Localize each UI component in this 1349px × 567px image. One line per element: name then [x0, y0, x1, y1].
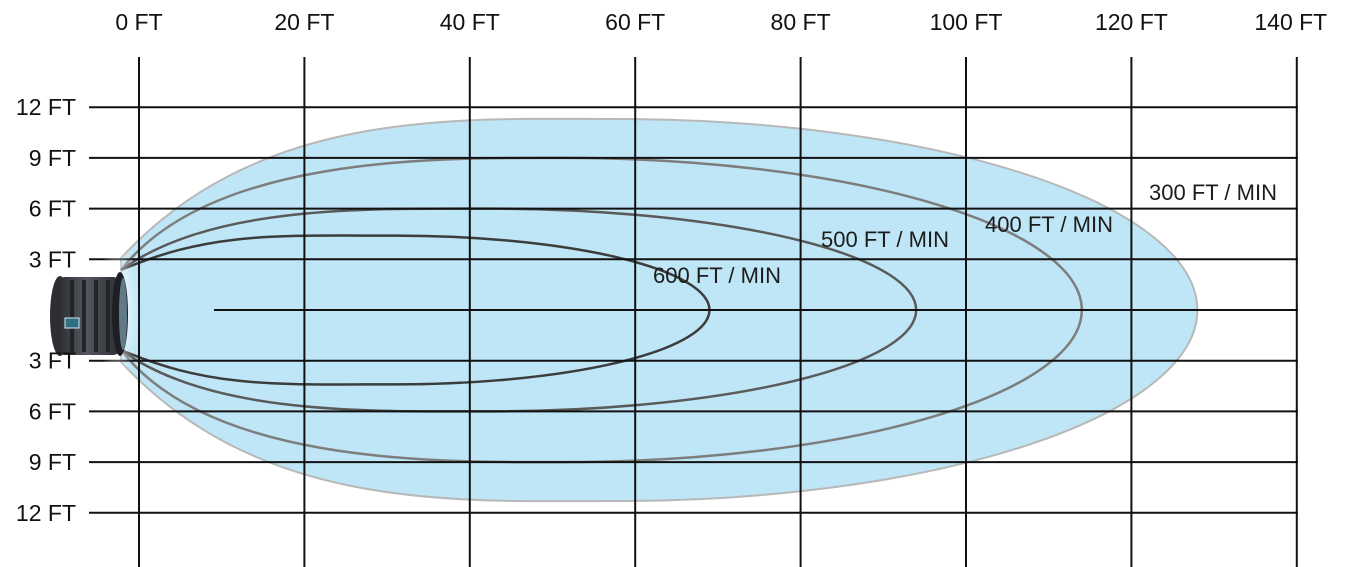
zone-label-400: 400 FT / MIN: [985, 212, 1113, 237]
y-tick-label: 12 FT: [16, 500, 76, 526]
zone-label-300: 300 FT / MIN: [1149, 180, 1277, 205]
x-tick-label: 60 FT: [605, 9, 665, 35]
y-tick-label: 3 FT: [29, 348, 76, 374]
x-tick-label: 80 FT: [771, 9, 831, 35]
x-tick-label: 40 FT: [440, 9, 500, 35]
x-tick-label: 0 FT: [115, 9, 162, 35]
y-tick-label: 9 FT: [29, 449, 76, 475]
x-tick-label: 140 FT: [1254, 9, 1327, 35]
y-tick-label: 3 FT: [29, 246, 76, 272]
axis-labels: 0 FT 20 FT 40 FT 60 FT 80 FT 100 FT 120 FT 140 …: [16, 9, 1327, 526]
y-tick-label: 6 FT: [29, 196, 76, 222]
x-tick-label: 20 FT: [274, 9, 334, 35]
x-tick-label: 120 FT: [1095, 9, 1168, 35]
fan-icon: [50, 240, 140, 380]
grid-lines: [89, 57, 1298, 567]
x-tick-label: 100 FT: [930, 9, 1003, 35]
y-tick-label: 9 FT: [29, 145, 76, 171]
y-tick-label: 12 FT: [16, 94, 76, 120]
y-tick-label: 6 FT: [29, 398, 76, 424]
zone-label-500: 500 FT / MIN: [821, 227, 949, 252]
zone-label-600: 600 FT / MIN: [653, 263, 781, 288]
zone-labels: 300 FT / MIN 400 FT / MIN 500 FT / MIN 600 …: [653, 180, 1277, 288]
